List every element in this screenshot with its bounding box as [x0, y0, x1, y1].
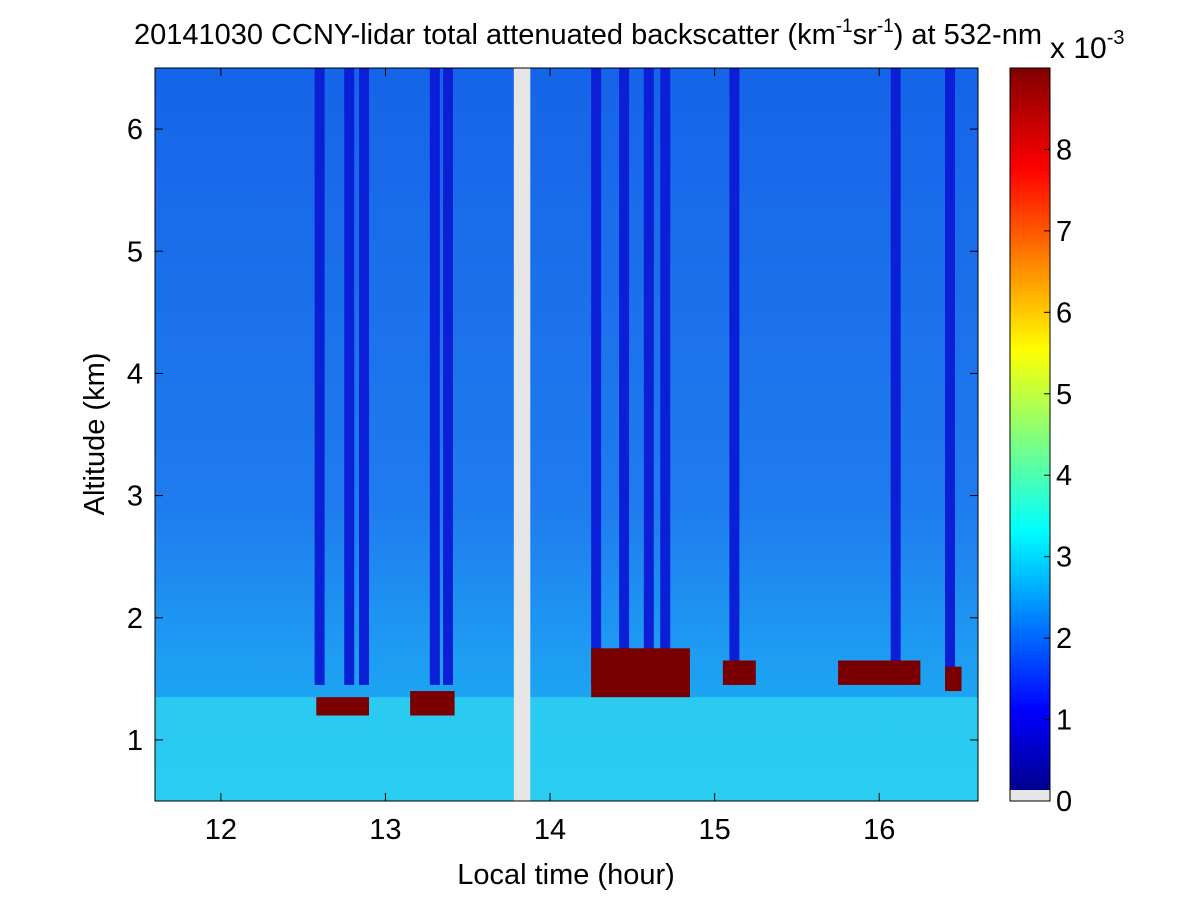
x-tick-label: 13 [369, 814, 401, 846]
saturated-column [359, 68, 370, 685]
x-tick-label: 15 [699, 814, 731, 846]
cloud-segment [410, 691, 455, 716]
saturated-column [643, 68, 654, 685]
y-axis-ticks: 1 2 3 4 5 6 [127, 114, 978, 757]
y-axis-label: Altitude (km) [79, 353, 111, 516]
colorbar-zero-patch [1010, 790, 1050, 801]
plot-frame [154, 67, 979, 802]
y-tick-label: 5 [127, 236, 143, 268]
saturated-column [890, 68, 901, 685]
colorbar-tick-label: 1 [1056, 705, 1072, 737]
colorbar-frame [1009, 67, 1051, 802]
colorbar-tick-label: 0 [1056, 786, 1072, 818]
colorbar: 0 1 2 3 4 5 6 7 8 x 10-3 [1009, 27, 1125, 818]
cloud-segment [838, 660, 921, 685]
colorbar-tick-label: 3 [1056, 542, 1072, 574]
colorbar-multiplier: x 10-3 [1050, 27, 1125, 65]
heatmap-marks [155, 68, 978, 801]
heatmap-background [155, 68, 978, 801]
cloud-segment [722, 660, 756, 685]
colorbar-tick-label: 5 [1056, 379, 1072, 411]
cloud-segment [591, 648, 690, 698]
y-tick-label: 1 [127, 725, 143, 757]
saturated-column [344, 68, 355, 685]
saturated-column [429, 68, 440, 685]
boundary-layer-band [155, 697, 978, 801]
chart-title: 20141030 CCNY-lidar total attenuated bac… [134, 16, 1042, 51]
saturated-column [442, 68, 453, 685]
colorbar-ticks: 0 1 2 3 4 5 6 7 8 [1044, 134, 1072, 818]
x-axis-ticks: 12 13 14 15 16 [205, 68, 895, 846]
saturated-column [945, 68, 956, 685]
saturated-column [591, 68, 602, 685]
x-axis-label: Local time (hour) [457, 859, 675, 891]
colorbar-tick-label: 4 [1056, 460, 1072, 492]
colorbar-tick-label: 2 [1056, 623, 1072, 655]
colorbar-tick-label: 8 [1056, 134, 1072, 166]
saturated-column [660, 68, 671, 685]
colorbar-gradient [1010, 68, 1050, 790]
saturated-column [729, 68, 740, 685]
data-gap [513, 68, 531, 801]
x-tick-label: 12 [205, 814, 237, 846]
colorbar-tick-label: 6 [1056, 297, 1072, 329]
y-tick-label: 4 [127, 358, 143, 390]
cloud-segment [316, 697, 369, 716]
colorbar-tick-label: 7 [1056, 216, 1072, 248]
saturated-column [619, 68, 630, 685]
x-tick-label: 14 [534, 814, 566, 846]
y-tick-label: 2 [127, 603, 143, 635]
y-tick-label: 3 [127, 481, 143, 513]
y-tick-label: 6 [127, 114, 143, 146]
saturated-column [314, 68, 325, 685]
cloud-segment [945, 666, 962, 692]
x-tick-label: 16 [863, 814, 895, 846]
